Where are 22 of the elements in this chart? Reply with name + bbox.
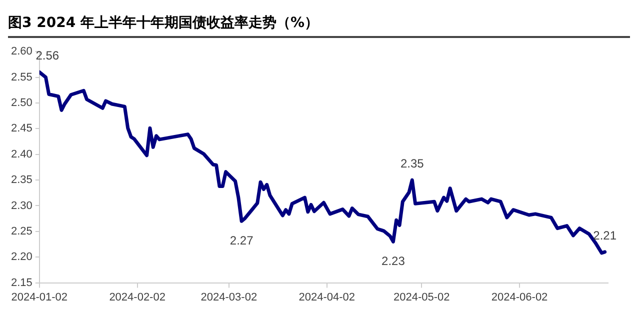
annotation: 2.21 [593, 228, 617, 242]
annotation: 2.35 [400, 156, 424, 170]
y-tick-label: 2.30 [10, 200, 32, 212]
x-tick-label: 2024-03-02 [200, 291, 258, 304]
y-tick-label: 2.60 [10, 46, 32, 58]
y-tick-label: 2.45 [10, 122, 32, 135]
y-tick-label: 2.35 [10, 174, 32, 186]
y-tick-label: 2.40 [10, 148, 32, 160]
y-tick-label: 2.25 [10, 225, 32, 238]
annotation: 2.56 [36, 48, 60, 62]
x-tick-label: 2024-01-02 [11, 291, 68, 304]
y-tick-label: 2.55 [10, 71, 32, 84]
x-tick-label: 2024-05-02 [393, 291, 450, 304]
x-tick-label: 2024-04-02 [298, 291, 356, 304]
x-tick-label: 2024-02-02 [109, 291, 166, 304]
annotation: 2.23 [382, 254, 406, 268]
x-tick-label: 2024-06-02 [491, 291, 548, 304]
annotation: 2.27 [230, 233, 254, 248]
chart-title: 图3 2024 年上半年十年期国债收益率走势（%） [8, 14, 630, 38]
y-tick-label: 2.50 [10, 97, 32, 110]
y-tick-label: 2.20 [10, 251, 32, 264]
y-tick-label: 2.15 [10, 276, 32, 289]
